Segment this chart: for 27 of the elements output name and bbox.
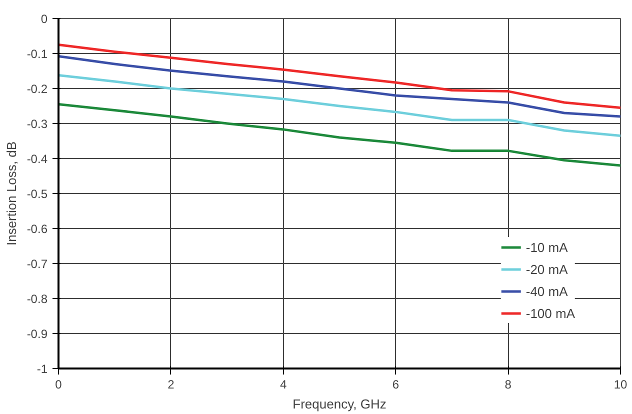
y-tick-label: -0.5 <box>26 187 48 201</box>
y-tick-label: -1 <box>36 362 48 376</box>
line-series <box>58 55 620 118</box>
x-tick-label: 4 <box>280 378 287 392</box>
x-axis-title: Frequency, GHz <box>292 396 386 412</box>
y-tick-label: -0.4 <box>26 152 48 166</box>
y-tick-label: -0.3 <box>26 117 48 131</box>
y-tick-label: -0.9 <box>26 327 48 341</box>
y-tick-label: 0 <box>40 12 48 26</box>
x-tick-label: 8 <box>504 378 512 392</box>
y-tick-label: -0.6 <box>26 222 48 236</box>
y-tick-label: -0.7 <box>26 257 48 271</box>
legend-label: -10 mA <box>526 240 568 254</box>
y-tick-label: -0.1 <box>26 47 48 61</box>
legend-label: -20 mA <box>526 262 568 276</box>
legend-label: -40 mA <box>526 284 568 298</box>
x-tick-label: 6 <box>392 378 400 392</box>
y-tick-label: -0.8 <box>26 292 48 306</box>
line-series <box>58 74 620 137</box>
line-series <box>58 103 620 167</box>
x-tick-label: 0 <box>55 378 62 392</box>
y-axis-title: Insertion Loss, dB <box>4 141 19 246</box>
line-series <box>58 44 620 109</box>
legend-label: -100 mA <box>526 306 575 320</box>
y-tick-label: -0.2 <box>26 82 48 96</box>
x-tick-label: 2 <box>168 378 175 392</box>
x-tick-label: 10 <box>614 378 628 392</box>
